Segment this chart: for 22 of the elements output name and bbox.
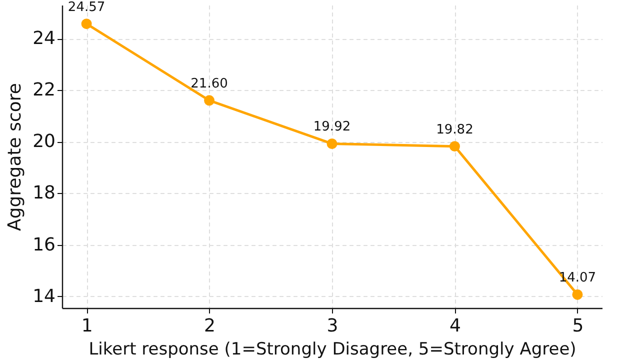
text: 19.92 bbox=[313, 120, 351, 135]
x-tick-label: 5 bbox=[572, 316, 584, 336]
point bbox=[572, 289, 583, 300]
text: 24.57 bbox=[68, 0, 106, 15]
x-tick-label: 4 bbox=[450, 316, 461, 336]
x-axis-title: Likert response (1=Strongly Disagree, 5=Strongly Agree) bbox=[88, 340, 576, 360]
y-axis-title: Aggregate score bbox=[4, 83, 26, 231]
y-tick-label: 18 bbox=[32, 182, 56, 204]
y-tick-label: 20 bbox=[32, 131, 56, 152]
point bbox=[204, 95, 215, 106]
x-tick-label: 3 bbox=[326, 316, 338, 336]
point bbox=[81, 18, 92, 30]
x-tick-label: 1 bbox=[81, 316, 93, 336]
point bbox=[326, 138, 338, 149]
y-tick-label: 24 bbox=[32, 28, 56, 50]
x-tick-label: 2 bbox=[204, 316, 216, 336]
point bbox=[449, 141, 460, 152]
y-tick-label: 14 bbox=[32, 286, 56, 307]
text: 21.60 bbox=[190, 76, 228, 92]
y-tick-label: 16 bbox=[32, 234, 56, 256]
y-tick-label: 22 bbox=[32, 80, 56, 101]
text: 19.82 bbox=[436, 122, 474, 138]
